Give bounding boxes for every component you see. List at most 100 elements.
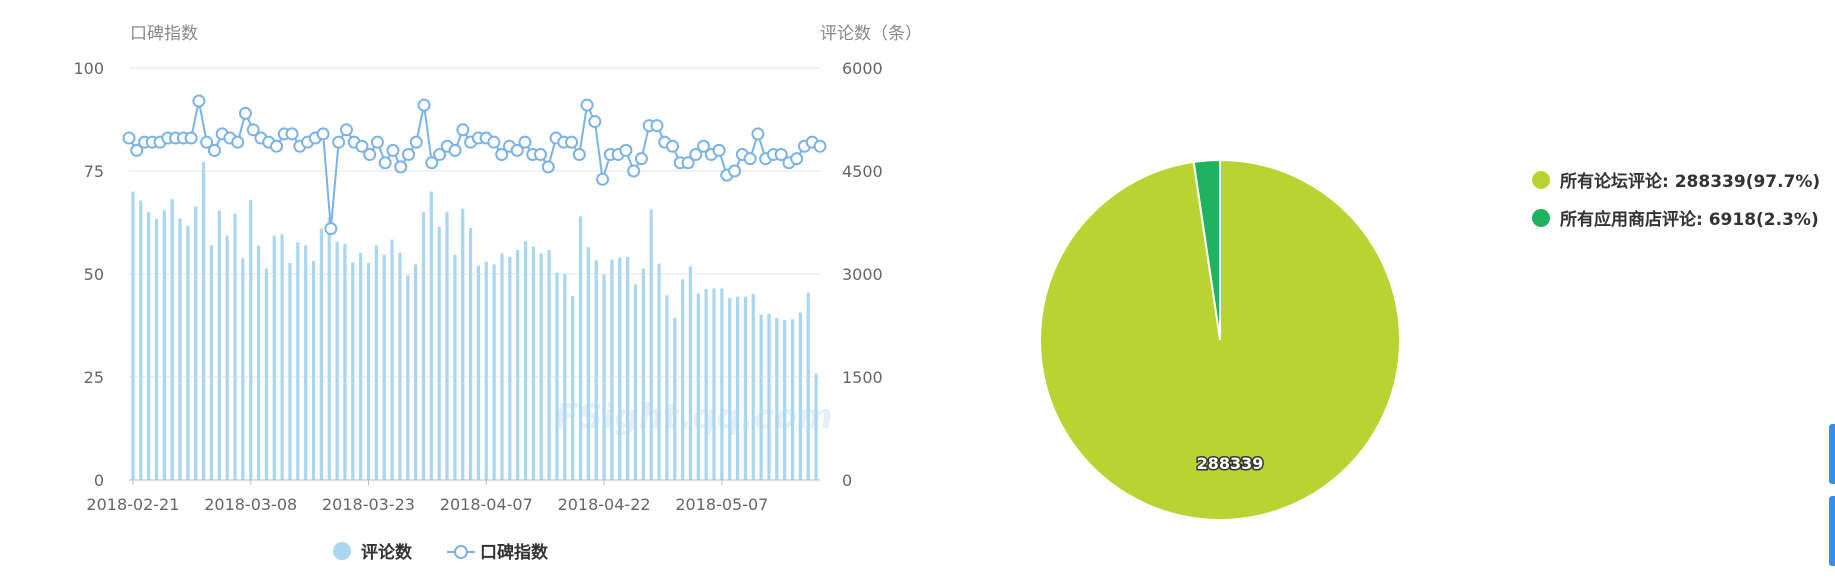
bar[interactable] [280,234,284,480]
line-point[interactable] [130,143,144,157]
bar[interactable] [288,263,292,480]
bar[interactable] [264,268,269,480]
bar[interactable] [225,235,229,480]
bar[interactable] [500,253,504,480]
bar[interactable] [751,293,755,480]
line-point[interactable] [207,143,221,157]
legend-label-appstore[interactable]: 所有应用商店评论: 6918(2.3%) [1560,209,1819,230]
bar[interactable] [147,212,151,480]
line-point[interactable] [339,123,353,137]
line-point[interactable] [588,115,602,129]
bar[interactable] [139,200,143,480]
bar[interactable] [531,246,535,480]
line-point[interactable] [456,123,470,137]
bar[interactable] [783,320,787,480]
bar[interactable] [374,245,378,480]
line-point[interactable] [487,135,501,149]
bar[interactable] [728,298,732,480]
line-point[interactable] [370,135,384,149]
bar[interactable] [665,295,669,480]
line-point[interactable] [743,152,757,166]
bar[interactable] [814,373,818,480]
line-point[interactable] [386,143,400,157]
line-point[interactable] [634,152,648,166]
bar[interactable] [304,245,308,480]
bar[interactable] [610,259,614,480]
bar[interactable] [233,213,237,480]
bar[interactable] [720,288,724,480]
bar[interactable] [602,274,606,480]
legend-label-comments[interactable]: 评论数 [361,542,413,563]
bar[interactable] [296,242,300,480]
line-point[interactable] [541,160,555,174]
line-point[interactable] [751,127,765,141]
bar[interactable] [186,225,190,480]
bar[interactable] [249,199,253,480]
bar[interactable] [241,258,245,480]
bar[interactable] [586,247,590,480]
bar[interactable] [476,265,481,480]
legend-marker-reputation[interactable] [454,545,468,559]
line-point[interactable] [697,139,711,153]
bar[interactable] [626,256,630,480]
line-point[interactable] [231,135,245,149]
bar[interactable] [649,209,653,480]
bar[interactable] [343,243,347,480]
line-point[interactable] [572,148,586,162]
bar[interactable] [516,249,520,480]
line-point[interactable] [246,123,260,137]
line-point[interactable] [238,106,252,120]
bar[interactable] [351,262,355,480]
bar[interactable] [272,235,276,480]
bar[interactable] [492,264,496,480]
bar[interactable] [154,219,159,481]
line-point[interactable] [417,98,431,112]
bar[interactable] [712,288,716,480]
bar[interactable] [327,217,331,480]
legend-marker-appstore[interactable] [1532,209,1550,227]
line-point[interactable] [394,160,408,174]
line-point[interactable] [285,127,299,141]
bar[interactable] [319,228,323,480]
bar[interactable] [539,253,543,480]
bar[interactable] [178,218,182,480]
line-point[interactable] [510,143,524,157]
bar[interactable] [162,210,166,480]
line-point[interactable] [270,139,284,153]
line-point[interactable] [712,143,726,157]
line-point[interactable] [580,98,594,112]
bar[interactable] [657,263,661,480]
line-point[interactable] [184,131,198,145]
bar[interactable] [696,293,700,480]
bar[interactable] [798,312,802,480]
legend-marker-forum[interactable] [1532,171,1550,189]
bar[interactable] [680,279,685,480]
bar[interactable] [256,245,261,480]
bar[interactable] [767,313,771,480]
bar[interactable] [445,212,449,480]
bar[interactable] [571,295,575,480]
bar[interactable] [735,296,740,480]
line-point[interactable] [689,148,703,162]
line-point[interactable] [378,156,392,170]
bar[interactable] [759,314,763,480]
bar[interactable] [414,264,418,480]
legend-marker-comments[interactable] [333,542,351,560]
line-point[interactable] [650,119,664,133]
bar[interactable] [217,210,221,480]
bar[interactable] [468,227,473,480]
line-point[interactable] [681,156,695,170]
line-point[interactable] [495,148,509,162]
bar[interactable] [461,208,465,480]
line-point[interactable] [619,143,633,157]
bar[interactable] [594,260,598,480]
side-tab-bottom[interactable] [1829,496,1835,566]
bar[interactable] [618,257,622,480]
bar[interactable] [390,239,394,480]
bar[interactable] [406,275,410,480]
line-point[interactable] [596,172,610,186]
line-point[interactable] [192,94,206,108]
bar[interactable] [421,212,426,480]
bar[interactable] [578,216,583,480]
pie-slice[interactable] [1039,158,1401,521]
